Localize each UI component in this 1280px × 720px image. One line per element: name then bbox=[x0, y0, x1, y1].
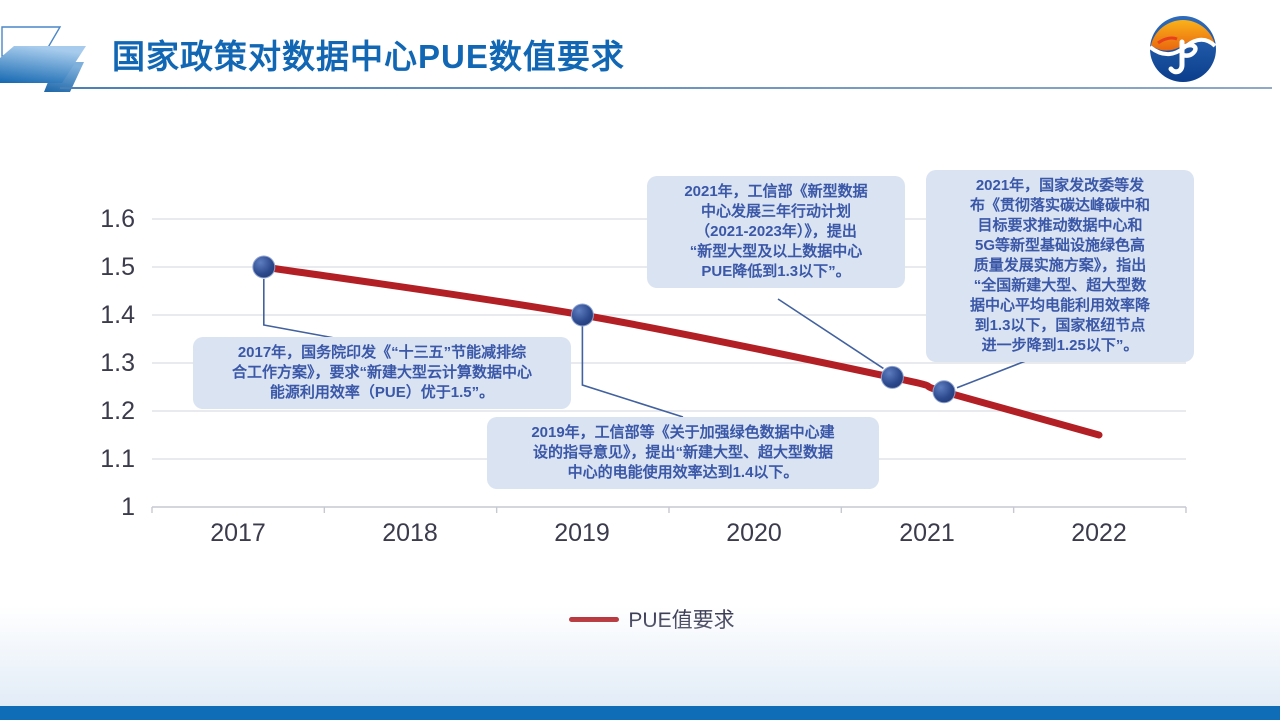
logo-sun bbox=[1151, 20, 1215, 51]
data-point-marker bbox=[932, 380, 956, 404]
data-point-marker bbox=[252, 255, 276, 279]
callout-connector bbox=[581, 326, 684, 418]
logo-red-accent bbox=[1157, 36, 1178, 45]
pue-line-path bbox=[260, 263, 1103, 439]
logo-letter-p bbox=[1180, 42, 1198, 58]
legend-label: PUE值要求 bbox=[628, 609, 735, 632]
x-tick-label: 2022 bbox=[1071, 519, 1127, 547]
callout-connector bbox=[777, 298, 884, 370]
title-underline bbox=[60, 87, 1272, 89]
logo-letter-j bbox=[1168, 39, 1185, 75]
y-tick-label: 1.3 bbox=[100, 349, 135, 377]
x-tick-label: 2017 bbox=[210, 519, 266, 547]
legend-line-swatch bbox=[569, 616, 620, 622]
y-tick-label: 1.1 bbox=[100, 445, 135, 473]
company-logo-icon bbox=[1148, 16, 1217, 82]
callout-connector bbox=[262, 279, 341, 340]
footer-blue-bar bbox=[0, 706, 1280, 720]
corner-decoration-graphic bbox=[0, 26, 86, 92]
callout-connectors bbox=[262, 279, 1047, 418]
x-tick-label: 2019 bbox=[554, 519, 610, 547]
data-point-marker bbox=[570, 303, 594, 327]
y-tick-label: 1.6 bbox=[100, 205, 135, 233]
data-point-marker bbox=[880, 365, 904, 389]
page-title: 国家政策对数据中心PUE数值要求 bbox=[112, 38, 625, 75]
annotation-2021-ndrc: 2021年，国家发改委等发 布《贯彻落实碳达峰碳中和 目标要求推动数据中心和 5… bbox=[926, 170, 1194, 362]
x-tick-label: 2021 bbox=[899, 519, 955, 547]
y-tick-label: 1.5 bbox=[100, 253, 135, 281]
chart-legend: PUE值要求 bbox=[0, 604, 1280, 634]
x-tick-label: 2020 bbox=[726, 519, 782, 547]
y-tick-label: 1.2 bbox=[100, 397, 135, 425]
pue-line-series bbox=[260, 263, 1103, 439]
x-tick-label: 2018 bbox=[382, 519, 438, 547]
y-tick-label: 1 bbox=[121, 493, 135, 521]
gradient-parallelogram-shape bbox=[0, 46, 86, 83]
annotation-2019-miit: 2019年，工信部等《关于加强绿色数据中心建 设的指导意见》，提出“新建大型、超… bbox=[487, 417, 879, 489]
legend-entry: PUE值要求 bbox=[569, 604, 735, 634]
annotation-2021-miit: 2021年，工信部《新型数据 中心发展三年行动计划 （2021-2023年）》，… bbox=[647, 176, 905, 288]
data-point-markers bbox=[252, 255, 956, 404]
annotation-2017-state-council: 2017年，国务院印发《“十三五”节能减排综 合工作方案》，要求“新建大型云计算… bbox=[193, 337, 571, 409]
y-tick-label: 1.4 bbox=[100, 301, 135, 329]
